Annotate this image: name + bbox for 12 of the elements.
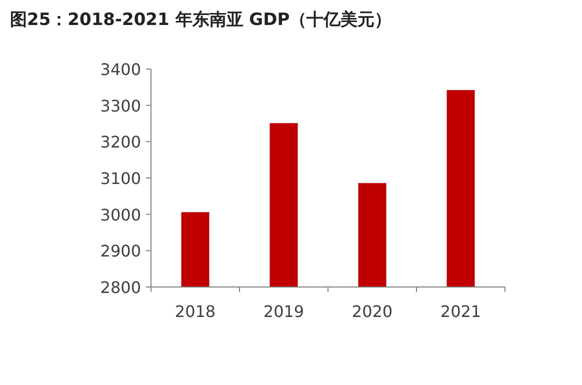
x-tick-label: 2018 (174, 302, 216, 321)
x-tick-label: 2020 (352, 302, 393, 321)
y-tick-label: 3100 (100, 169, 141, 188)
x-tick-label: 2019 (263, 302, 304, 321)
y-tick-label: 3400 (100, 60, 141, 79)
y-tick-label: 2900 (100, 242, 141, 261)
y-tick-label: 3300 (100, 96, 141, 116)
y-tick-label: 3000 (100, 205, 141, 224)
chart-title: 图25：2018-2021 年东南亚 GDP（十亿美元） (10, 10, 392, 30)
y-tick-label: 3200 (100, 132, 141, 152)
y-tick-label: 2800 (100, 278, 141, 297)
x-tick-label: 2021 (440, 302, 482, 321)
